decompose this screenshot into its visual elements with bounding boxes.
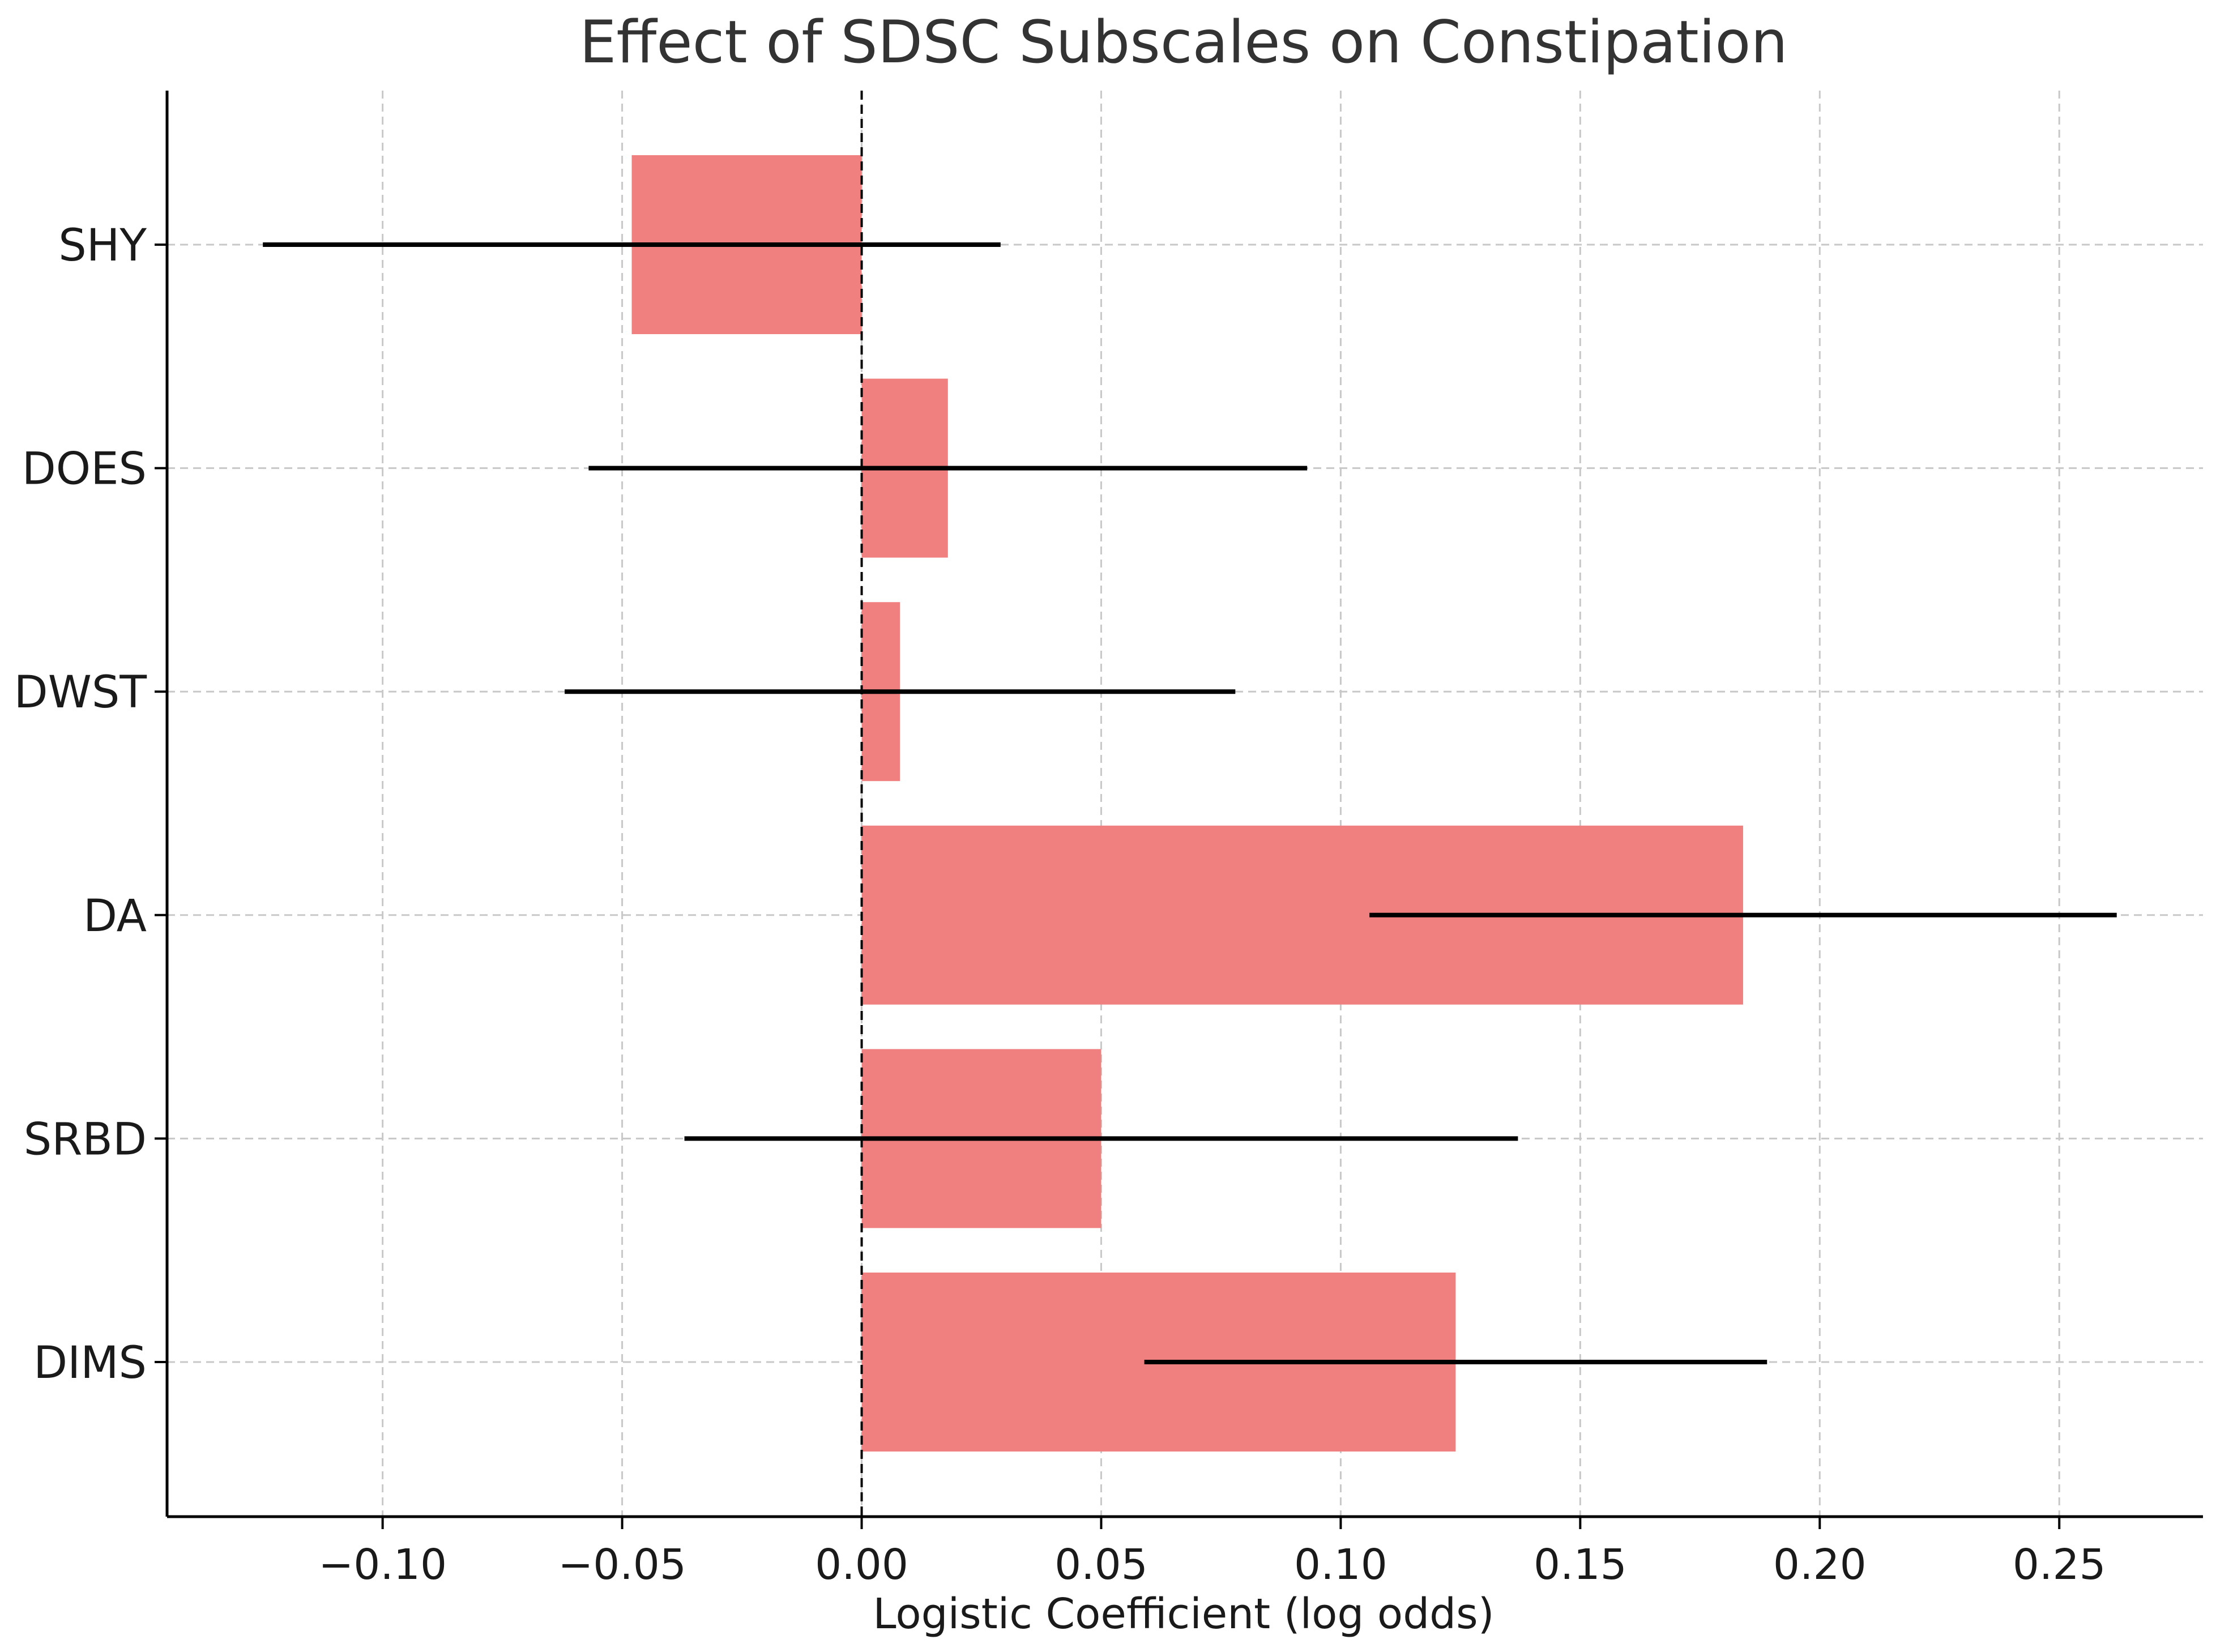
- category-label-srbd: SRBD: [24, 1114, 147, 1165]
- x-tick-label: 0.15: [1534, 1540, 1627, 1589]
- x-tick-label: 0.05: [1054, 1540, 1148, 1589]
- error-bar-layer: [263, 242, 2117, 1364]
- x-tick-label: 0.20: [1773, 1540, 1867, 1589]
- category-label-dims: DIMS: [33, 1338, 147, 1389]
- axis-layer: [165, 91, 2203, 1518]
- x-tick-label: −0.05: [558, 1540, 686, 1589]
- x-tick-label: 0.25: [2013, 1540, 2106, 1589]
- chart-title: Effect of SDSC Subscales on Constipation: [579, 8, 1787, 76]
- x-tick-label: 0.00: [815, 1540, 908, 1589]
- bar-layer: [631, 155, 1743, 1452]
- x-tick-label: −0.10: [318, 1540, 447, 1589]
- tick-layer: −0.10 −0.05 0.00 0.05 0.10 0.15 0.20 0.25 SHY DOE…: [14, 220, 2106, 1589]
- category-label-does: DOES: [22, 444, 147, 495]
- category-label-dwst: DWST: [14, 667, 147, 718]
- x-axis-label: Logistic Coefficient (log odds): [873, 1590, 1494, 1638]
- x-tick-label: 0.10: [1294, 1540, 1387, 1589]
- category-label-shy: SHY: [58, 220, 147, 271]
- category-label-da: DA: [83, 891, 147, 942]
